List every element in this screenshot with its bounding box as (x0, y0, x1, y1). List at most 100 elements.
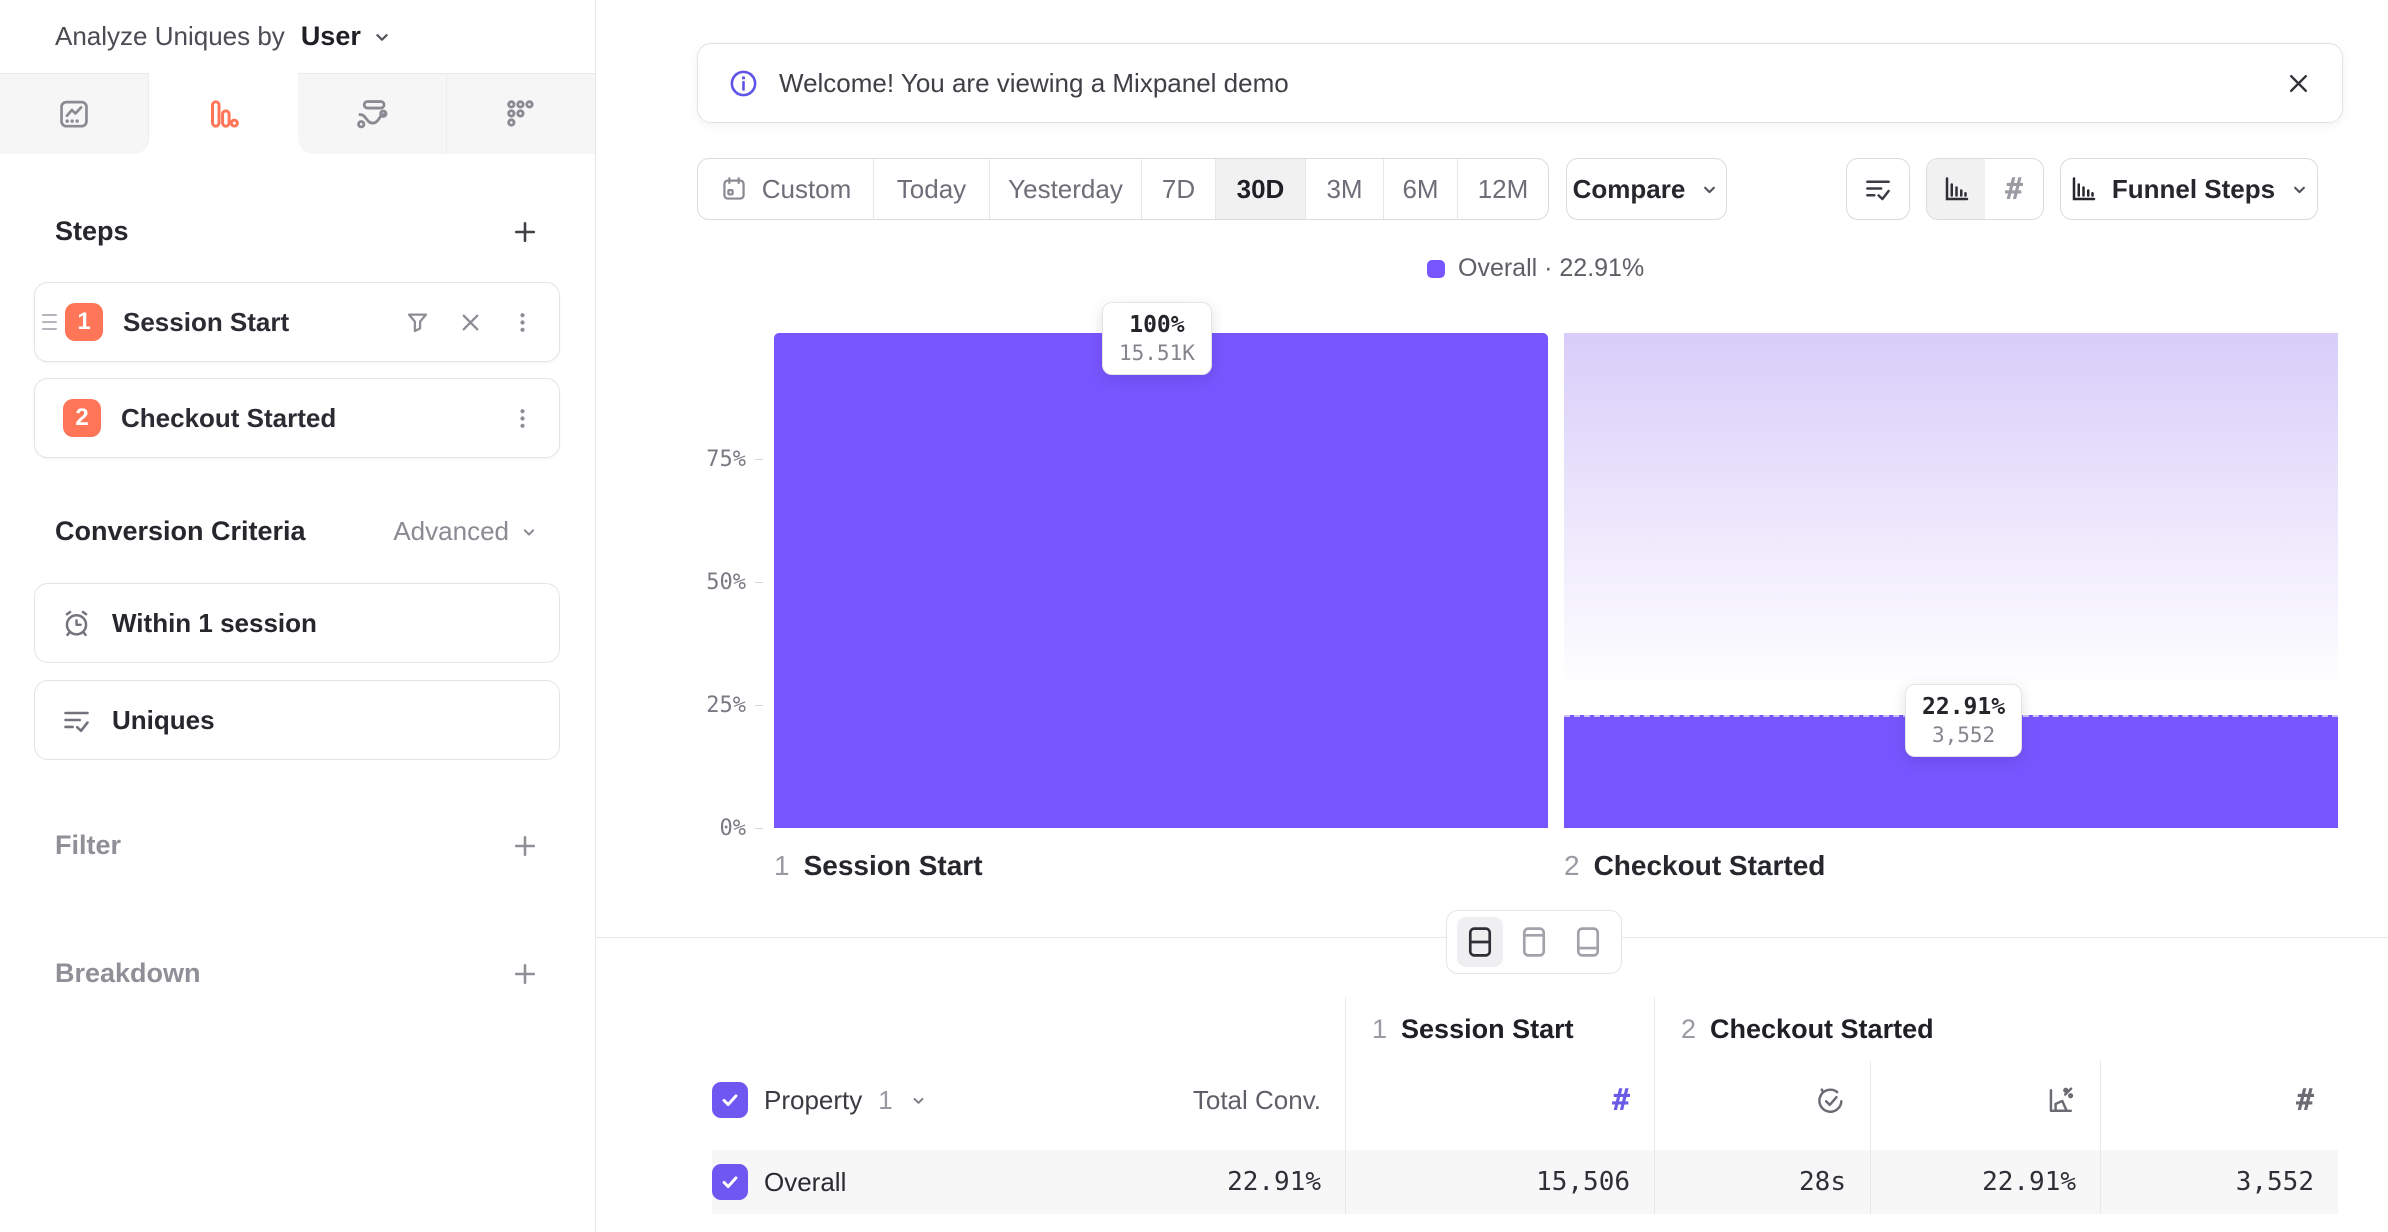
funnel-bar[interactable] (774, 333, 1548, 828)
row-name: Overall (764, 1166, 847, 1197)
bar-value-tooltip: 22.91% 3,552 (1905, 684, 2023, 757)
conversion-criteria-title: Conversion Criteria (55, 516, 306, 546)
date-range-12m[interactable]: 12M (1477, 173, 1529, 204)
tab-retention[interactable] (447, 73, 595, 154)
y-axis-tick: 25% (688, 693, 763, 718)
insights-icon (57, 97, 91, 131)
funnel-steps-dropdown[interactable]: Funnel Steps (2060, 158, 2318, 220)
date-range-custom[interactable]: Custom (698, 159, 874, 219)
date-range-7d[interactable]: 7D (1142, 159, 1216, 219)
conversion-window-card[interactable]: Within 1 session (34, 583, 560, 663)
x-axis-label-step1: 1 Session Start (774, 850, 983, 881)
date-range-3m[interactable]: 3M (1306, 159, 1384, 219)
kebab-menu-icon[interactable] (510, 406, 535, 431)
breakdown-section: Breakdown (55, 958, 539, 989)
step-event-label: Checkout Started (121, 402, 337, 433)
date-range-control: Custom Today Yesterday 7D 30D 3M 6M 12M (697, 158, 1549, 220)
bar-view-toggle[interactable] (1927, 159, 1985, 219)
chevron-down-icon (1699, 179, 1720, 200)
chevron-down-icon (371, 26, 393, 48)
add-step-button[interactable] (511, 218, 539, 246)
analyze-entity-value: User (300, 21, 361, 51)
table-only-layout-button[interactable] (1565, 917, 1611, 967)
step-card-2[interactable]: 2 Checkout Started (34, 378, 560, 458)
hash-icon: # (2295, 1082, 2314, 1118)
table-group-header-row: 1 Session Start 2 Checkout Started (712, 997, 2338, 1061)
close-icon[interactable] (2285, 70, 2312, 97)
value-display-toggle: # (1926, 158, 2044, 220)
alarm-clock-icon (61, 608, 92, 639)
row-label-cell: Overall (712, 1150, 1030, 1214)
dropoff-gradient (1564, 333, 2338, 715)
select-all-checkbox[interactable] (712, 1082, 748, 1118)
tab-funnels[interactable] (149, 73, 298, 154)
chart-only-layout-button[interactable] (1511, 917, 1557, 967)
filter-title: Filter (55, 830, 122, 860)
steps-title: Steps (55, 216, 129, 246)
analyze-row: Analyze Uniques by User (0, 0, 595, 73)
date-range-30d[interactable]: 30D (1216, 159, 1306, 219)
steps-header: Steps (55, 216, 539, 247)
property-dropdown[interactable]: Property (764, 1084, 863, 1115)
filter-section: Filter (55, 830, 539, 861)
step2-conv-rate-value-cell: 22.91% (1870, 1150, 2100, 1214)
date-range-6m[interactable]: 6M (1384, 159, 1458, 219)
total-conv-header-cell[interactable]: Total Conv. (1192, 1084, 1321, 1115)
bar-chart-icon (2068, 174, 2098, 204)
bar-value-tooltip: 100% 15.51K (1102, 302, 1212, 375)
drag-handle-icon[interactable] (42, 314, 57, 330)
total-conv-value-cell: 22.91% (1030, 1150, 1345, 1214)
tab-flows[interactable] (298, 73, 447, 154)
analyze-entity-dropdown[interactable]: User (301, 21, 393, 52)
number-view-toggle[interactable]: # (1985, 159, 2043, 219)
metric-uniques-button[interactable] (1846, 158, 1910, 220)
add-breakdown-button[interactable] (511, 960, 539, 988)
group-header-checkout-started: 2 Checkout Started (1654, 997, 2338, 1061)
split-horizontal-layout-button[interactable] (1457, 917, 1503, 967)
hash-icon: # (1611, 1082, 1630, 1118)
compare-button[interactable]: Compare (1566, 158, 1727, 220)
tooltip-count: 3,552 (1931, 723, 1996, 747)
step-number-badge: 2 (63, 399, 101, 437)
group-header-session-start: 1 Session Start (1345, 997, 1654, 1061)
step1-count-metric-cell[interactable]: # (1345, 1061, 1654, 1139)
step2-conv-rate-metric-cell[interactable] (1870, 1061, 2100, 1139)
counting-method-card[interactable]: Uniques (34, 680, 560, 760)
analyze-label: Analyze Uniques by (55, 21, 285, 51)
step2-avg-time-value-cell: 28s (1654, 1150, 1870, 1214)
tab-insights[interactable] (0, 73, 149, 154)
chart-legend[interactable]: Overall · 22.91% (1427, 254, 1644, 283)
flows-icon (355, 97, 389, 131)
kebab-menu-icon[interactable] (510, 310, 535, 335)
add-filter-button[interactable] (511, 832, 539, 860)
table-row-overall[interactable]: Overall 22.91% 15,506 28s 22.91% 3,552 (712, 1150, 2338, 1214)
y-axis-tick: 75% (688, 447, 763, 472)
table-header-row: Property 1 Total Conv. # (712, 1061, 2338, 1139)
bar-chart-icon (1941, 174, 1971, 204)
close-icon[interactable] (458, 310, 483, 335)
chevron-down-icon (2289, 179, 2310, 200)
panel-layout-toggle (1446, 910, 1622, 974)
x-axis-label-step2: 2 Checkout Started (1564, 850, 1826, 881)
step2-count-value-cell: 3,552 (2100, 1150, 2338, 1214)
step-card-1[interactable]: 1 Session Start (34, 282, 560, 362)
chevron-down-icon (909, 1091, 928, 1110)
advanced-dropdown[interactable]: Advanced (393, 516, 539, 547)
step2-count-metric-cell[interactable]: # (2100, 1061, 2338, 1139)
funnel-bar-checkout-started[interactable] (1564, 333, 2338, 828)
filter-icon[interactable] (404, 309, 431, 336)
retention-icon (504, 97, 538, 131)
step-event-label: Session Start (123, 306, 290, 337)
calendar-icon (720, 175, 748, 203)
query-builder-sidebar: Analyze Uniques by User (0, 0, 596, 1232)
tooltip-count: 15.51K (1119, 341, 1195, 365)
counting-method-label: Uniques (112, 704, 215, 735)
step2-avg-time-metric-cell[interactable] (1654, 1061, 1870, 1139)
date-range-yesterday[interactable]: Yesterday (990, 159, 1142, 219)
clock-check-icon (1815, 1085, 1846, 1116)
date-range-today[interactable]: Today (874, 159, 990, 219)
row-checkbox[interactable] (712, 1164, 748, 1200)
y-axis-tick: 0% (688, 816, 763, 841)
funnel-bar-session-start[interactable] (774, 333, 1548, 828)
legend-label: Overall · 22.91% (1458, 254, 1645, 282)
